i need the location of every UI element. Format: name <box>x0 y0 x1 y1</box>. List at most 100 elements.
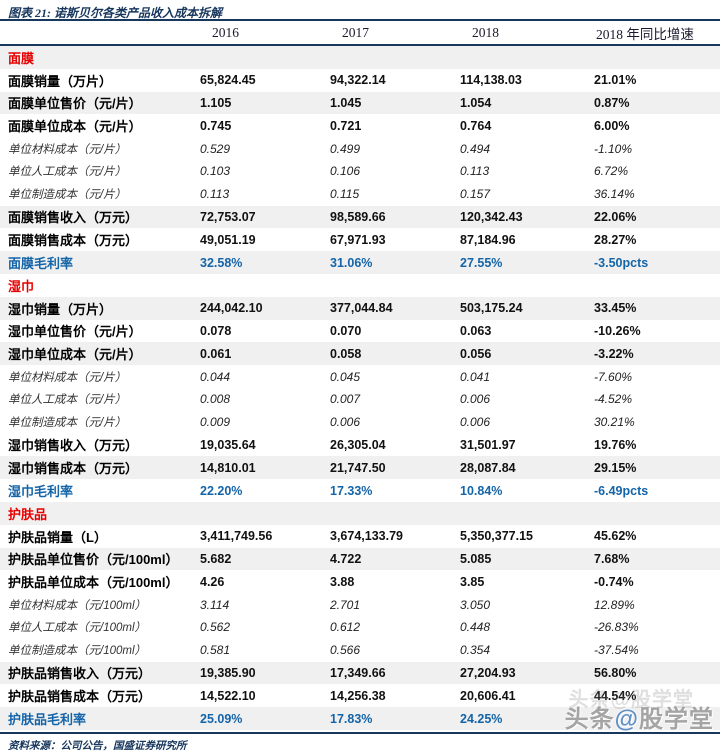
table-row: 护肤品单位售价（元/100ml） 5.682 4.722 5.085 7.68% <box>0 547 720 571</box>
value-cell: 0.745 <box>200 118 232 133</box>
value-cell: 244,042.10 <box>200 301 263 316</box>
section-header-row: 面膜 <box>0 46 720 69</box>
value-cell: -7.60% <box>594 369 633 384</box>
figure-title-bar: 图表 21: 诺斯贝尔各类产品收入成本拆解 <box>0 0 720 21</box>
table-row: 面膜毛利率 32.58% 31.06% 27.55% -3.50pcts <box>0 251 720 274</box>
row-label: 湿巾单位成本（元/片） <box>8 347 142 363</box>
value-cell: -3.50pcts <box>594 255 649 270</box>
value-cell: 4.722 <box>330 551 362 566</box>
value-cell: 33.45% <box>594 301 637 316</box>
value-cell: 0.070 <box>330 323 362 338</box>
figure-title: 图表 21: 诺斯贝尔各类产品收入成本拆解 <box>8 6 222 20</box>
value-cell: -26.83% <box>594 620 639 635</box>
row-label: 单位材料成本（元/片） <box>8 143 127 156</box>
value-cell: 0.058 <box>330 346 362 361</box>
value-cell: 17,349.66 <box>330 665 386 680</box>
row-label: 面膜毛利率 <box>8 256 74 272</box>
row-label: 单位制造成本（元/100ml） <box>8 645 147 658</box>
table-row: 湿巾销售收入（万元） 19,035.64 26,305.04 31,501.97 19.… <box>0 434 720 457</box>
table-row: 单位材料成本（元/100ml） 3.114 2.701 3.050 12.89% <box>0 593 720 616</box>
value-cell: -6.49pcts <box>594 483 649 498</box>
value-cell: 5,350,377.15 <box>460 529 533 544</box>
table-row: 护肤品销售成本（万元） 14,522.10 14,256.38 20,606.41 44… <box>0 684 720 707</box>
value-cell: 3.114 <box>200 597 230 612</box>
row-label: 单位材料成本（元/片） <box>8 371 127 384</box>
value-cell: 0.056 <box>460 346 492 361</box>
table-row: 单位人工成本（元/100ml） 0.562 0.612 0.448 -26.83% <box>0 616 720 639</box>
row-label: 湿巾单位售价（元/片） <box>8 324 142 340</box>
table-row: 护肤品单位成本（元/100ml） 4.26 3.88 3.85 -0.74% <box>0 570 720 593</box>
value-cell: 0.87% <box>594 95 630 110</box>
value-cell: 0.008 <box>200 392 231 407</box>
table-row: 湿巾销量（万片） 244,042.10 377,044.84 503,175.24 33… <box>0 296 720 320</box>
value-cell: 0.045 <box>330 369 361 384</box>
value-cell: 3.88 <box>330 574 355 589</box>
value-cell: 3.050 <box>460 597 491 612</box>
value-cell: 0.006 <box>460 392 491 407</box>
row-label: 湿巾销售成本（万元） <box>8 461 139 477</box>
row-label: 面膜销量（万片） <box>8 73 113 89</box>
value-cell: 28,087.84 <box>460 460 516 475</box>
value-cell: 0.566 <box>330 643 361 658</box>
value-cell: 94,322.14 <box>330 73 386 88</box>
table-row: 护肤品销售收入（万元） 19,385.90 17,349.66 27,204.93 56… <box>0 661 720 685</box>
section-title: 护肤品 <box>8 506 48 522</box>
value-cell: 0.063 <box>460 323 492 338</box>
header-year-2018: 2018 <box>472 24 499 40</box>
value-cell: 19,385.90 <box>200 665 256 680</box>
value-cell: 503,175.24 <box>460 301 523 316</box>
row-label: 湿巾销售收入（万元） <box>8 438 139 454</box>
header-yoy-growth: 2018 年同比增速 <box>596 26 694 42</box>
value-cell: 1.054 <box>460 95 492 110</box>
table-row: 面膜销售收入（万元） 72,753.07 98,589.66 120,342.43 22… <box>0 205 720 229</box>
value-cell: 10.84% <box>460 483 503 498</box>
row-label: 湿巾毛利率 <box>8 484 74 500</box>
value-cell: 3,674,133.79 <box>330 529 403 544</box>
value-cell: 36.14% <box>594 187 635 202</box>
source-text: 资料来源：公司公告，国盛证券研究所 <box>8 741 187 752</box>
value-cell: 0.764 <box>460 118 492 133</box>
table-header-row: 2016 2017 2018 2018 年同比增速 <box>0 21 720 46</box>
value-cell: 120,342.43 <box>460 209 523 224</box>
value-cell: 49,051.19 <box>200 232 256 247</box>
value-cell: 0.529 <box>200 141 231 156</box>
table-row: 单位制造成本（元/片） 0.009 0.006 0.006 30.21% <box>0 411 720 434</box>
value-cell: 7.68% <box>594 551 630 566</box>
value-cell: 1.045 <box>330 95 362 110</box>
value-cell: -3.22% <box>594 346 634 361</box>
value-cell: 6.00% <box>594 118 630 133</box>
value-cell: 56.80% <box>594 665 637 680</box>
table-row: 面膜单位售价（元/片） 1.105 1.045 1.054 0.87% <box>0 91 720 115</box>
value-cell: 44.54% <box>594 688 637 703</box>
table-row: 面膜单位成本（元/片） 0.745 0.721 0.764 6.00% <box>0 114 720 137</box>
row-label: 护肤品单位成本（元/100ml） <box>8 575 179 591</box>
value-cell: 0.354 <box>460 643 491 658</box>
table-row: 湿巾单位售价（元/片） 0.078 0.070 0.063 -10.26% <box>0 320 720 343</box>
value-cell: 0.721 <box>330 118 362 133</box>
value-cell: 19.76% <box>594 437 637 452</box>
value-cell: 3.85 <box>460 574 485 589</box>
value-cell: 0.106 <box>330 164 361 179</box>
value-cell: 0.612 <box>330 620 361 635</box>
value-cell: 19,035.64 <box>200 437 256 452</box>
table-row: 面膜销售成本（万元） 49,051.19 67,971.93 87,184.96 28.… <box>0 228 720 251</box>
value-cell: 0.115 <box>330 187 360 202</box>
value-cell: 17.83% <box>330 711 373 726</box>
row-label: 护肤品毛利率 <box>8 712 87 727</box>
section-title: 湿巾 <box>8 278 35 294</box>
row-label: 单位人工成本（元/100ml） <box>8 622 147 635</box>
value-cell: 72,753.07 <box>200 209 256 224</box>
row-label: 单位制造成本（元/片） <box>8 417 127 430</box>
value-cell: 14,256.38 <box>330 688 386 703</box>
value-cell: 3,411,749.56 <box>200 529 273 544</box>
value-cell: 32.58% <box>200 255 243 270</box>
value-cell: 5.682 <box>200 551 232 566</box>
row-label: 单位人工成本（元/片） <box>8 394 127 407</box>
value-cell: 22.20% <box>200 483 243 498</box>
value-cell: 28.27% <box>594 232 637 247</box>
value-cell: 1.105 <box>200 95 232 110</box>
value-cell: 65,824.45 <box>200 73 256 88</box>
value-cell: 0.006 <box>330 415 361 430</box>
value-cell: 0.061 <box>200 346 232 361</box>
value-cell: 21.01% <box>594 73 637 88</box>
